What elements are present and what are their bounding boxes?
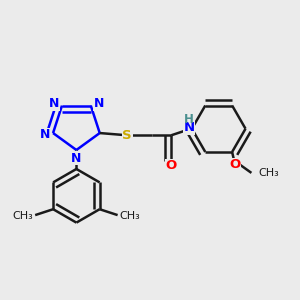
Text: CH₃: CH₃ — [259, 168, 279, 178]
Text: O: O — [166, 159, 177, 172]
Text: O: O — [230, 158, 241, 171]
Text: CH₃: CH₃ — [119, 211, 140, 221]
Text: CH₃: CH₃ — [13, 211, 34, 221]
Text: N: N — [49, 98, 59, 110]
Text: N: N — [71, 152, 82, 165]
Text: N: N — [184, 121, 195, 134]
Text: N: N — [40, 128, 50, 141]
Text: N: N — [94, 98, 104, 110]
Text: S: S — [122, 129, 132, 142]
Text: H: H — [184, 113, 194, 126]
